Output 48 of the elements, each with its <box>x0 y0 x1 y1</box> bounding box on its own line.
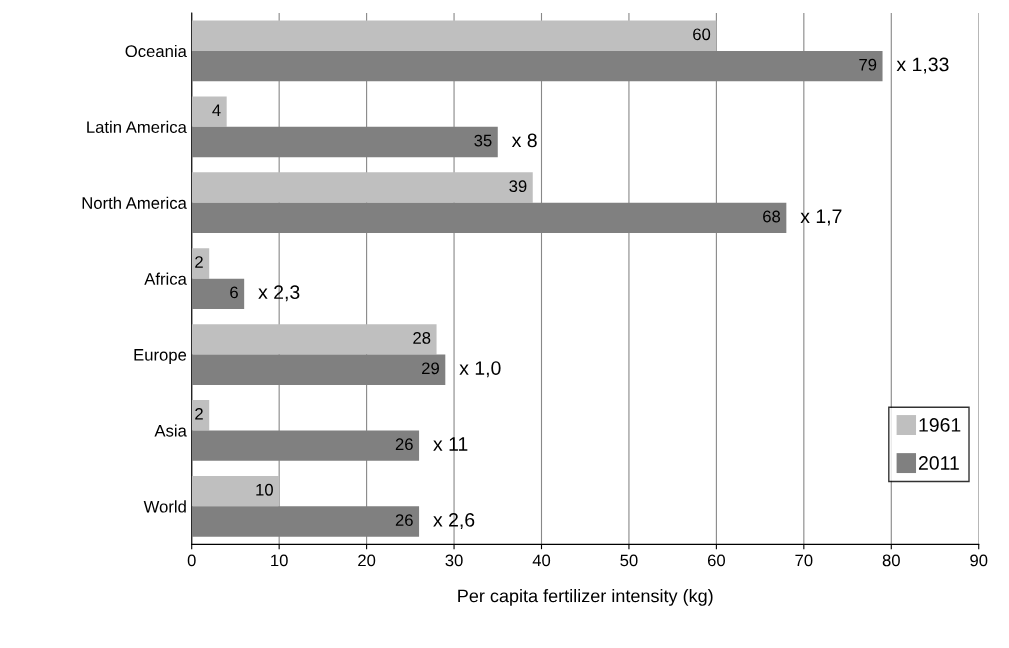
x-tick-label: 30 <box>445 554 463 567</box>
annotation: x 2,3 <box>258 285 300 302</box>
data-label: 35 <box>474 134 492 147</box>
data-label: 29 <box>422 362 439 375</box>
data-label: 79 <box>859 58 877 71</box>
x-tick-label: 10 <box>271 554 288 567</box>
x-tick-label: 40 <box>532 554 551 567</box>
data-label: 39 <box>509 180 527 193</box>
bar <box>191 476 280 507</box>
bar <box>191 324 437 355</box>
x-axis-title: Per capita fertilizer intensity (kg) <box>458 589 713 606</box>
x-tick-label: 50 <box>620 554 638 567</box>
x-tick-label: 70 <box>795 554 813 567</box>
data-label: 2 <box>195 256 203 268</box>
y-tick-label: Africa <box>144 272 187 285</box>
bar <box>191 172 533 203</box>
y-tick-label: Asia <box>154 424 187 437</box>
x-tick-label: 60 <box>707 554 726 567</box>
data-label: 28 <box>413 332 431 344</box>
data-label: 26 <box>395 438 413 451</box>
data-label: 26 <box>395 514 413 527</box>
y-tick-label: Latin America <box>87 120 187 134</box>
x-tick-label: 80 <box>882 554 900 567</box>
x-tick-label: 0 <box>187 554 196 567</box>
annotation: x 2,6 <box>433 513 475 530</box>
x-tick-label: 20 <box>358 554 376 567</box>
legend-label: 2011 <box>918 456 959 470</box>
data-label: 2 <box>195 407 203 420</box>
annotation: x 8 <box>511 133 537 148</box>
data-label: 68 <box>763 210 781 223</box>
annotation: x 1,0 <box>459 361 501 378</box>
bar <box>191 96 227 127</box>
data-label: 10 <box>256 483 273 496</box>
bar <box>191 248 210 279</box>
y-tick-label: World <box>143 500 186 513</box>
bar <box>191 278 245 309</box>
annotation: x 1,7 <box>800 209 842 226</box>
data-label: 4 <box>212 104 221 116</box>
y-tick-label: Europe <box>134 349 187 365</box>
annotation: x 1,33 <box>896 57 949 74</box>
bar <box>191 20 717 51</box>
data-label: 60 <box>693 28 711 41</box>
y-tick-label: Oceania <box>125 44 187 58</box>
annotation: x 11 <box>433 437 468 451</box>
legend-label: 1961 <box>919 418 961 432</box>
data-label: 6 <box>230 286 238 299</box>
x-tick-label: 90 <box>970 554 988 567</box>
y-tick-label: North America <box>82 196 187 209</box>
